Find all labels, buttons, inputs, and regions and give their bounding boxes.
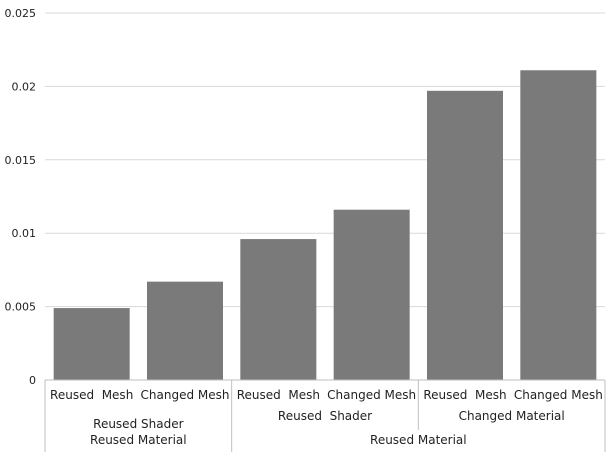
category-label: Changed Mesh bbox=[514, 388, 603, 402]
y-tick-label: 0 bbox=[29, 374, 36, 387]
bars bbox=[53, 70, 597, 380]
y-tick-label: 0.01 bbox=[12, 227, 37, 240]
group-label-level-1: Changed Material bbox=[459, 409, 565, 423]
y-tick-label: 0.02 bbox=[12, 80, 37, 93]
bar bbox=[53, 308, 130, 380]
bar bbox=[427, 90, 503, 380]
category-label: Reused Mesh bbox=[423, 388, 506, 402]
category-label: Changed Mesh bbox=[327, 388, 416, 402]
category-labels: Reused Mesh Changed Mesh Reused Mesh Change… bbox=[50, 388, 603, 402]
y-tick-label: 0.015 bbox=[5, 154, 37, 167]
y-tick-label: 0.025 bbox=[5, 7, 37, 20]
group-label-level-1: Reused Shader bbox=[93, 417, 183, 431]
category-label: Reused Mesh bbox=[237, 388, 320, 402]
x-axis bbox=[44, 379, 606, 452]
group-label-level-1: Reused Shader bbox=[278, 409, 372, 423]
group-label-level-2: Reused Material bbox=[90, 433, 187, 447]
bar bbox=[333, 209, 410, 380]
y-tick-label: 0.005 bbox=[5, 301, 37, 314]
category-label: Changed Mesh bbox=[141, 388, 230, 402]
group-labels: Reused Shader Reused Shader Changed Materi… bbox=[90, 409, 565, 447]
group-label-level-2: Reused Material bbox=[370, 433, 467, 447]
bar bbox=[240, 239, 317, 380]
y-axis-tick-labels: 0 0.005 0.01 0.015 0.02 0.025 bbox=[5, 7, 37, 387]
bar bbox=[520, 70, 597, 380]
category-label: Reused Mesh bbox=[50, 388, 133, 402]
bar bbox=[147, 281, 223, 380]
